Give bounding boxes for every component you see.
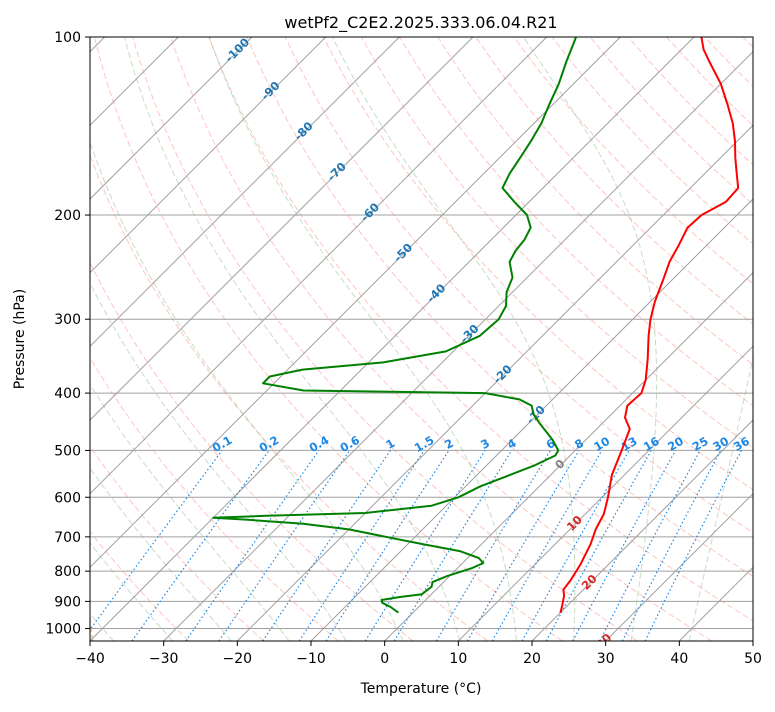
y-tick-label: 700 [54, 530, 81, 546]
x-tick-label: 40 [670, 651, 688, 667]
x-tick-label: 20 [523, 651, 541, 667]
x-axis-label: Temperature (°C) [360, 681, 482, 697]
x-tick-label: 50 [744, 651, 762, 667]
x-tick-label: 0 [380, 651, 389, 667]
chart-title: wetPf2_C2E2.2025.333.06.04.R21 [284, 13, 557, 33]
y-tick-label: 400 [54, 386, 81, 402]
y-tick-label: 300 [54, 312, 81, 328]
x-tick-label: −20 [223, 651, 253, 667]
x-tick-label: 10 [449, 651, 467, 667]
x-tick-label: −10 [296, 651, 326, 667]
x-tick-label: −40 [75, 651, 105, 667]
y-tick-label: 500 [54, 443, 81, 459]
y-axis-label: Pressure (hPa) [12, 289, 28, 389]
x-tick-label: 30 [597, 651, 615, 667]
y-tick-label: 1000 [45, 621, 81, 637]
y-tick-label: 800 [54, 564, 81, 580]
x-tick-label: −30 [149, 651, 179, 667]
y-tick-label: 600 [54, 490, 81, 506]
y-tick-label: 100 [54, 30, 81, 46]
y-tick-label: 900 [54, 594, 81, 610]
y-tick-label: 200 [54, 208, 81, 224]
